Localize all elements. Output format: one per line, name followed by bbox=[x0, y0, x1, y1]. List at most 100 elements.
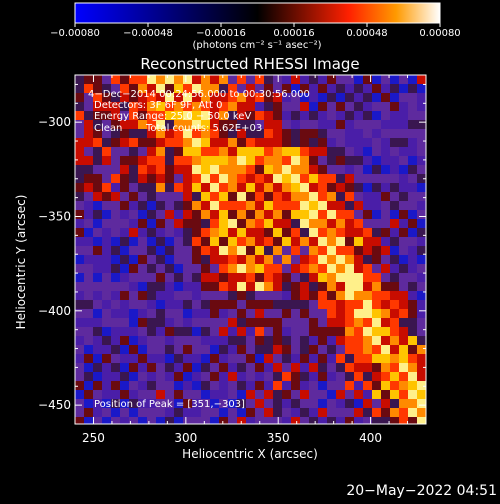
heatmap-cell bbox=[120, 300, 129, 309]
heatmap-cell bbox=[219, 174, 228, 183]
heatmap-cell bbox=[291, 399, 300, 408]
heatmap-cell bbox=[210, 363, 219, 372]
heatmap-cell bbox=[273, 129, 282, 138]
x-tick-label: 400 bbox=[359, 431, 382, 445]
heatmap-cell bbox=[174, 102, 183, 111]
heatmap-cell bbox=[264, 228, 273, 237]
heatmap-cell bbox=[417, 273, 426, 282]
heatmap-cell bbox=[354, 381, 363, 390]
heatmap-cell bbox=[192, 174, 201, 183]
heatmap-cell bbox=[327, 219, 336, 228]
heatmap-cell bbox=[75, 120, 84, 129]
heatmap-cell bbox=[246, 84, 255, 93]
heatmap-cell bbox=[273, 372, 282, 381]
heatmap-cell bbox=[372, 309, 381, 318]
heatmap-cell bbox=[192, 201, 201, 210]
heatmap-cell bbox=[273, 354, 282, 363]
heatmap-cell bbox=[84, 201, 93, 210]
heatmap-cell bbox=[390, 201, 399, 210]
heatmap-cell bbox=[147, 354, 156, 363]
heatmap-cell bbox=[417, 129, 426, 138]
heatmap-cell bbox=[372, 201, 381, 210]
heatmap-cell bbox=[246, 264, 255, 273]
heatmap-cell bbox=[147, 165, 156, 174]
heatmap-cell bbox=[201, 165, 210, 174]
heatmap-cell bbox=[111, 111, 120, 120]
heatmap-cell bbox=[219, 273, 228, 282]
heatmap-cell bbox=[318, 399, 327, 408]
heatmap-cell bbox=[219, 282, 228, 291]
heatmap-cell bbox=[264, 201, 273, 210]
heatmap-cell bbox=[399, 327, 408, 336]
heatmap-cell bbox=[354, 165, 363, 174]
heatmap-cell bbox=[201, 111, 210, 120]
heatmap-cell bbox=[273, 174, 282, 183]
heatmap-cell bbox=[111, 318, 120, 327]
heatmap-cell bbox=[210, 192, 219, 201]
heatmap-cell bbox=[309, 201, 318, 210]
x-axis-label: Heliocentric X (arcsec) bbox=[182, 447, 318, 461]
heatmap-cell bbox=[111, 309, 120, 318]
heatmap-cell bbox=[309, 300, 318, 309]
heatmap-cell bbox=[273, 264, 282, 273]
heatmap-cell bbox=[228, 129, 237, 138]
heatmap-cell bbox=[309, 174, 318, 183]
heatmap-cell bbox=[147, 174, 156, 183]
heatmap-cell bbox=[300, 345, 309, 354]
heatmap-cell bbox=[147, 120, 156, 129]
heatmap-cell bbox=[273, 318, 282, 327]
heatmap-cell bbox=[192, 183, 201, 192]
heatmap-cell bbox=[408, 156, 417, 165]
heatmap-cell bbox=[174, 264, 183, 273]
heatmap-cell bbox=[381, 147, 390, 156]
axis-ticks: 250 300 350 400−300−350−400−450 bbox=[38, 75, 426, 445]
heatmap-cell bbox=[354, 174, 363, 183]
heatmap-cell bbox=[192, 129, 201, 138]
heatmap-cell bbox=[282, 228, 291, 237]
heatmap-cell bbox=[255, 129, 264, 138]
heatmap-cell bbox=[129, 246, 138, 255]
heatmap-cell bbox=[93, 219, 102, 228]
heatmap-cell bbox=[111, 228, 120, 237]
heatmap-cell bbox=[363, 291, 372, 300]
heatmap-cell bbox=[228, 264, 237, 273]
heatmap-cell bbox=[174, 156, 183, 165]
heatmap-cell bbox=[318, 102, 327, 111]
heatmap-cell bbox=[246, 75, 255, 84]
heatmap-cell bbox=[390, 246, 399, 255]
heatmap-cell bbox=[381, 210, 390, 219]
heatmap-cell bbox=[84, 228, 93, 237]
heatmap-cell bbox=[201, 372, 210, 381]
heatmap-cell bbox=[291, 264, 300, 273]
heatmap-cell bbox=[75, 381, 84, 390]
heatmap-cell bbox=[228, 93, 237, 102]
heatmap-cell bbox=[102, 201, 111, 210]
heatmap-cell bbox=[264, 102, 273, 111]
heatmap-cell bbox=[156, 246, 165, 255]
heatmap-cell bbox=[120, 345, 129, 354]
heatmap-cell bbox=[408, 345, 417, 354]
heatmap-cell bbox=[345, 399, 354, 408]
heatmap-cell bbox=[93, 408, 102, 417]
heatmap-cell bbox=[408, 327, 417, 336]
heatmap-cell bbox=[363, 174, 372, 183]
heatmap-cell bbox=[345, 381, 354, 390]
heatmap-cell bbox=[138, 156, 147, 165]
heatmap-cell bbox=[399, 201, 408, 210]
heatmap-cell bbox=[354, 147, 363, 156]
heatmap-cell bbox=[219, 372, 228, 381]
heatmap-cell bbox=[282, 120, 291, 129]
heatmap-cell bbox=[93, 336, 102, 345]
heatmap-cell bbox=[345, 255, 354, 264]
heatmap-cell bbox=[129, 300, 138, 309]
heatmap-cell bbox=[390, 174, 399, 183]
heatmap-cell bbox=[237, 210, 246, 219]
heatmap-cell bbox=[165, 309, 174, 318]
heatmap-cell bbox=[273, 237, 282, 246]
heatmap-cell bbox=[291, 228, 300, 237]
heatmap-cell bbox=[147, 264, 156, 273]
heatmap-cell bbox=[174, 300, 183, 309]
heatmap-cell bbox=[345, 264, 354, 273]
heatmap-cell bbox=[372, 147, 381, 156]
heatmap-cell bbox=[318, 237, 327, 246]
